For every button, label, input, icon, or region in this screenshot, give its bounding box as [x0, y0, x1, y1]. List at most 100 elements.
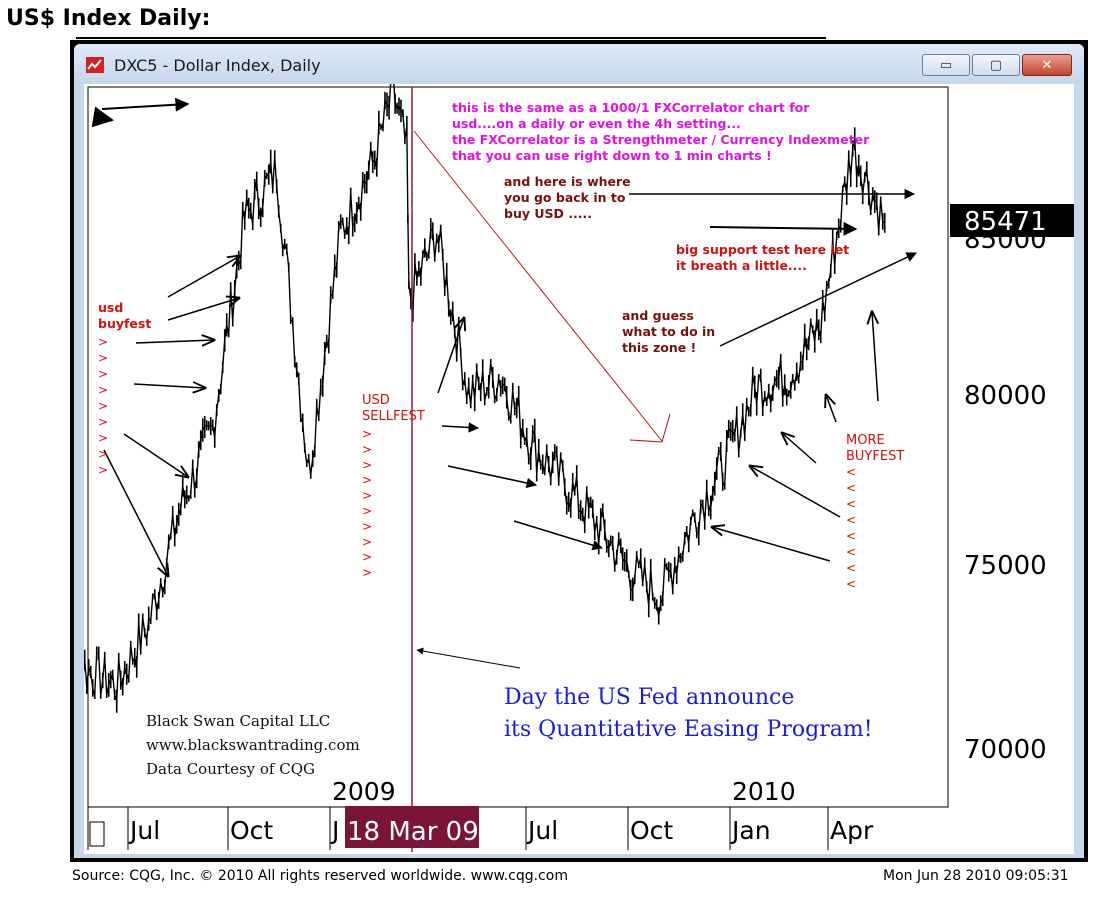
arrow	[123, 433, 188, 477]
marker-glyph: >	[362, 427, 372, 441]
magenta-note-line: that you can use right down to 1 min cha…	[452, 148, 772, 163]
arrow	[513, 520, 604, 551]
timestamp-footer: Mon Jun 28 2010 09:05:31	[883, 868, 1069, 884]
arrow	[826, 395, 837, 423]
credit-line: Black Swan Capital LLC	[146, 712, 330, 730]
close-icon: ✕	[1041, 57, 1053, 73]
more-buyfest-line: MORE	[846, 433, 885, 448]
y-tick-label: 70000	[964, 735, 1047, 765]
marker-glyph: >	[362, 535, 372, 549]
guess-note-line: what to do in	[622, 324, 715, 339]
arrow	[709, 221, 858, 236]
x-tick-label: Apr	[830, 816, 874, 845]
usd-sellfest-line: USD	[362, 393, 390, 408]
cursor-date-label: 18 Mar 09	[347, 817, 479, 847]
fed-note-line: Day the US Fed announce	[504, 685, 794, 710]
support-note-line: big support test here let	[676, 242, 849, 257]
arrow	[167, 298, 239, 321]
x-tick-label: Oct	[230, 816, 273, 845]
marker-glyph: >	[362, 504, 372, 518]
credit-line: Data Courtesy of CQG	[146, 760, 315, 778]
marker-glyph: <	[846, 497, 856, 511]
price-series	[84, 84, 886, 713]
marker-glyph: >	[98, 383, 108, 397]
marker-glyph: <	[846, 561, 856, 575]
arrow	[447, 465, 538, 489]
marker-glyph: >	[98, 447, 108, 461]
x-tick-label: Jul	[526, 816, 558, 845]
last-price-label: 85471	[964, 207, 1047, 237]
magenta-note-line: usd....on a daily or even the 4h setting…	[452, 116, 741, 131]
year-label: 2010	[732, 777, 796, 806]
app-icon	[86, 57, 104, 73]
y-tick-label: 80000	[964, 381, 1047, 411]
marker-glyph: >	[362, 566, 372, 580]
marker-glyph: <	[846, 481, 856, 495]
usd-buyfest-line: buyfest	[98, 316, 151, 331]
x-tick-label: Jul	[128, 816, 160, 845]
back-in-note-line: and here is where	[504, 174, 631, 189]
marker-glyph: >	[98, 367, 108, 381]
year-label: 2009	[332, 777, 396, 806]
marker-glyph: >	[98, 399, 108, 413]
arrow	[103, 449, 168, 576]
trendline	[413, 130, 671, 443]
marker-glyph: <	[846, 465, 856, 479]
arrow	[167, 256, 240, 298]
window-titlebar[interactable]: DXC5 - Dollar Index, Daily ▭ ▢ ✕	[74, 44, 1084, 84]
usd-buyfest-line: usd	[98, 300, 123, 315]
arrow	[441, 422, 480, 433]
guess-note-line: and guess	[622, 308, 694, 323]
arrow	[101, 97, 190, 112]
plot-area	[87, 86, 949, 808]
guess-note-line: this zone !	[622, 340, 696, 355]
magenta-note-line: this is the same as a 1000/1 FXCorrelato…	[452, 100, 810, 115]
marker-glyph: >	[98, 463, 108, 477]
minimize-button[interactable]: ▭	[922, 54, 970, 76]
more-buyfest-line: BUYFEST	[846, 449, 904, 464]
chart-client-area: this is the same as a 1000/1 FXCorrelato…	[84, 84, 1074, 854]
x-axis: Jul Oct J Jul Oct Jan Apr	[127, 807, 874, 850]
arrow	[416, 647, 521, 669]
price-line	[84, 84, 886, 702]
dollar-index-chart[interactable]: this is the same as a 1000/1 FXCorrelato…	[84, 84, 1074, 854]
arrow	[782, 433, 817, 464]
minimize-icon: ▭	[939, 57, 953, 73]
marker-glyph: <	[846, 577, 856, 591]
last-price-box	[950, 204, 1074, 237]
marker-glyph: >	[98, 415, 108, 429]
arrow	[750, 466, 841, 518]
x-tick-label: Jan	[730, 816, 771, 845]
chart-window: DXC5 - Dollar Index, Daily ▭ ▢ ✕	[74, 44, 1084, 858]
marker-glyph: >	[362, 519, 372, 533]
maximize-button[interactable]: ▢	[972, 54, 1020, 76]
arrow	[135, 340, 214, 343]
credit-line: www.blackswantrading.com	[146, 736, 360, 754]
marker-glyph: <	[846, 513, 856, 527]
x-tick-label: Oct	[630, 816, 673, 845]
arrow	[712, 527, 831, 562]
arrow	[91, 106, 115, 128]
marker-glyph: >	[362, 442, 372, 456]
arrow	[437, 318, 464, 394]
usd-sellfest-line: SELLFEST	[362, 409, 425, 424]
marker-glyph: >	[362, 550, 372, 564]
marker-glyph: >	[362, 489, 372, 503]
back-in-note-line: you go back in to	[504, 190, 626, 205]
source-footer: Source: CQG, Inc. © 2010 All rights rese…	[72, 868, 568, 884]
arrow	[872, 312, 878, 402]
back-in-note-line: buy USD .....	[504, 206, 592, 221]
arrow	[133, 384, 205, 388]
fed-note-line: its Quantitative Easing Program!	[504, 717, 873, 742]
y-tick-label: 75000	[964, 551, 1047, 581]
arrow	[719, 252, 917, 347]
support-note-line: it breath a little....	[676, 258, 807, 273]
marker-glyph: >	[98, 351, 108, 365]
scroll-handle[interactable]	[89, 821, 105, 847]
close-button[interactable]: ✕	[1022, 54, 1072, 76]
marker-glyph: >	[362, 458, 372, 472]
cursor-date-badge	[345, 806, 479, 848]
x-tick-label: J	[330, 816, 339, 845]
marker-glyph: >	[98, 335, 108, 349]
heading-rule	[76, 37, 826, 39]
